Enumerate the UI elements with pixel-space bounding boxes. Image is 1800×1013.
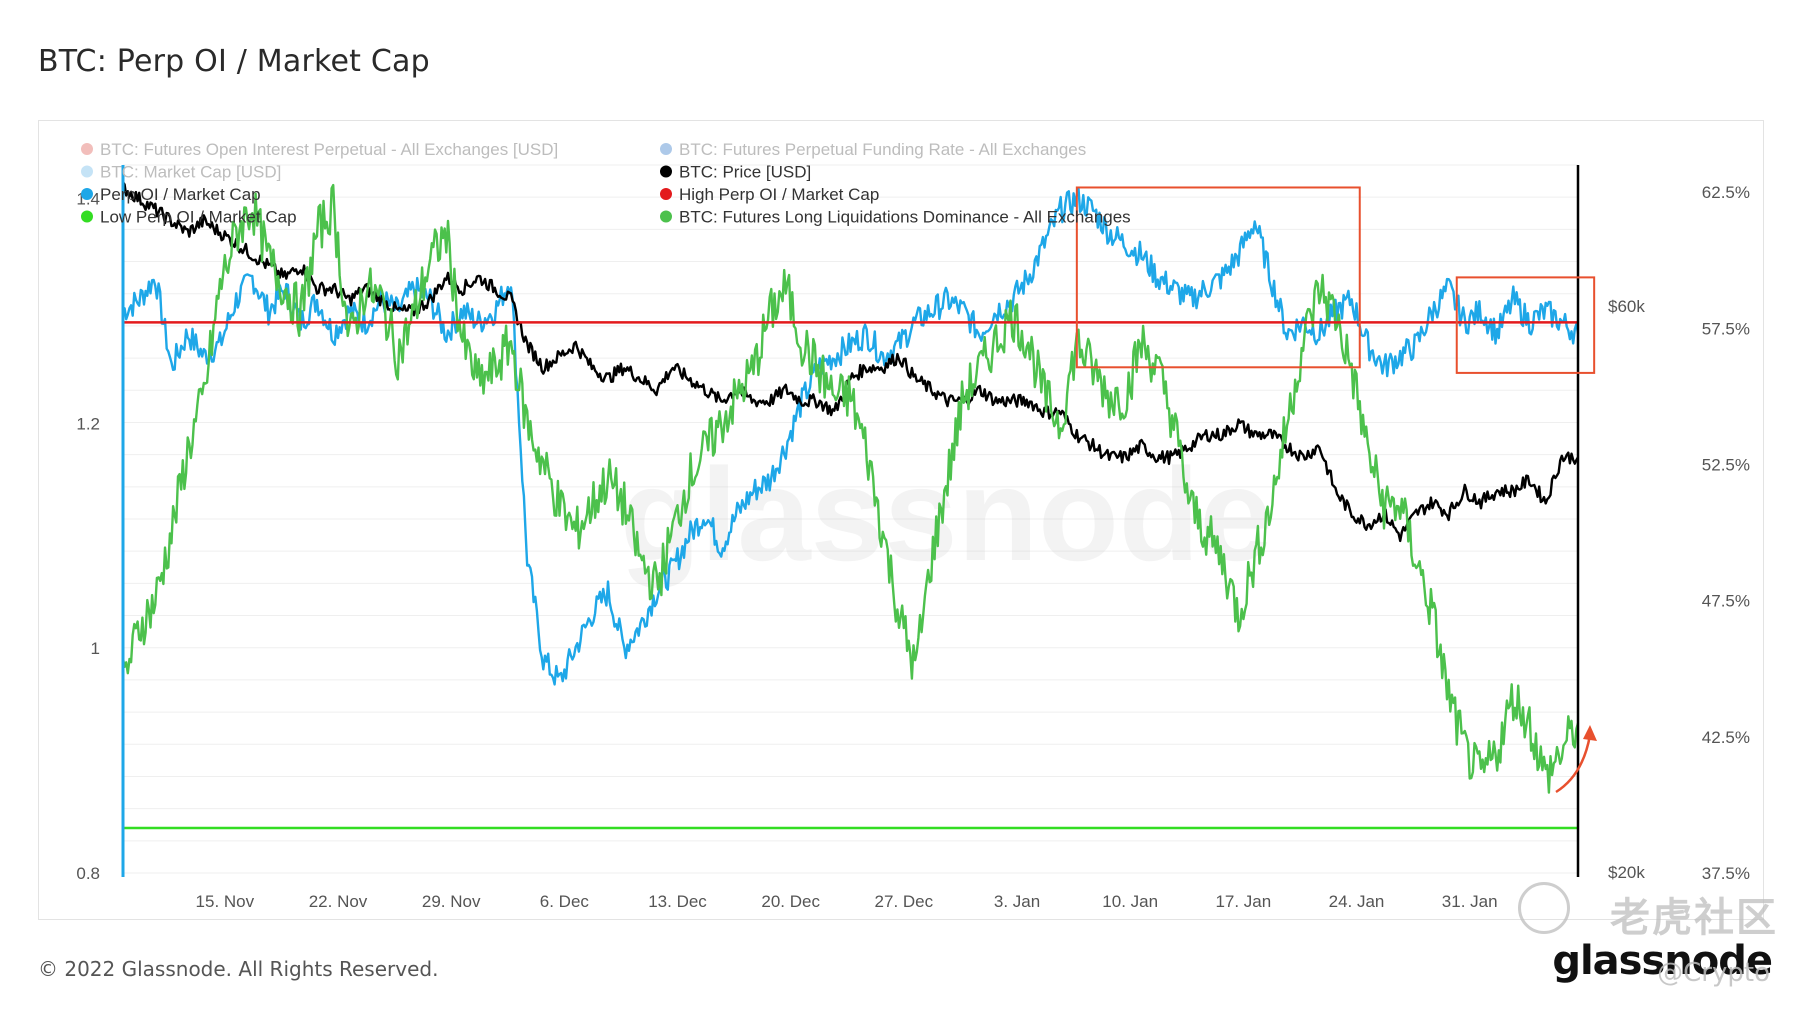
annotation-layer (1075, 186, 1597, 794)
y-right-tick-label: 62.5% (1702, 183, 1750, 202)
series-line (121, 183, 1580, 794)
legend-label: BTC: Futures Open Interest Perpetual - A… (100, 140, 558, 159)
y-right-tick-label: 37.5% (1702, 864, 1750, 883)
x-tick-label: 3. Jan (994, 892, 1040, 911)
x-tick-label: 24. Jan (1329, 892, 1385, 911)
y-left-tick-label: 1.2 (76, 414, 100, 433)
legend-marker (660, 188, 672, 200)
y-left-tick-label: 0.8 (76, 864, 100, 883)
legend-marker (660, 143, 672, 155)
series-line (121, 181, 1580, 543)
legend-marker (81, 210, 93, 223)
annotation-box (1075, 186, 1361, 369)
legend-label: High Perp OI / Market Cap (679, 185, 879, 204)
x-tick-label: 13. Dec (648, 892, 707, 911)
x-tick-label: 10. Jan (1102, 892, 1158, 911)
legend-label: BTC: Price [USD] (679, 163, 811, 182)
series-layer (121, 181, 1580, 794)
page-title: BTC: Perp OI / Market Cap (38, 44, 430, 79)
legend-marker (660, 210, 672, 223)
corner-handle: @Crypto (1657, 958, 1770, 988)
annotation-arrow (1555, 734, 1592, 794)
grid-layer (123, 164, 1578, 874)
legend-label: Low Perp OI / Market Cap (100, 208, 297, 227)
legend-marker (660, 165, 672, 178)
x-tick-label: 20. Dec (761, 892, 820, 911)
x-tick-label: 6. Dec (540, 892, 590, 911)
x-tick-label: 29. Nov (422, 892, 481, 911)
corner-watermark-icon (1518, 882, 1570, 934)
y-left-tick-label: 1 (91, 639, 100, 658)
legend-label: BTC: Futures Perpetual Funding Rate - Al… (679, 140, 1086, 159)
axis-layer: 1.41.210.862.5%57.5%52.5%47.5%42.5%37.5%… (76, 183, 1750, 911)
y-price-tick-label: $60k (1608, 297, 1645, 316)
corner-watermark: 老虎社区 (1610, 895, 1778, 941)
x-tick-label: 27. Dec (875, 892, 934, 911)
y-right-tick-label: 52.5% (1702, 456, 1750, 475)
x-tick-label: 31. Jan (1442, 892, 1498, 911)
x-tick-label: 22. Nov (309, 892, 368, 911)
y-right-tick-label: 42.5% (1702, 728, 1750, 747)
annotation-arrow-head (1583, 725, 1597, 741)
legend-label: BTC: Futures Long Liquidations Dominance… (679, 208, 1131, 227)
legend-marker (81, 188, 93, 200)
legend-layer: BTC: Futures Open Interest Perpetual - A… (81, 140, 1131, 227)
legend-marker (81, 165, 93, 178)
chart-frame (38, 120, 1764, 920)
y-price-tick-label: $20k (1608, 863, 1645, 882)
threshold-layer (121, 165, 1580, 877)
annotation-box (1455, 276, 1596, 374)
legend-label: Perp OI / Market Cap (100, 185, 261, 204)
legend-marker (81, 143, 93, 155)
legend-label: BTC: Market Cap [USD] (100, 163, 281, 182)
x-tick-label: 15. Nov (196, 892, 255, 911)
x-tick-label: 17. Jan (1215, 892, 1271, 911)
y-right-tick-label: 57.5% (1702, 319, 1750, 338)
chart-watermark: glassnode (620, 441, 1273, 588)
brand-logo: glassnode (1552, 938, 1773, 984)
copyright-text: © 2022 Glassnode. All Rights Reserved. (38, 957, 439, 981)
y-right-tick-label: 47.5% (1702, 592, 1750, 611)
series-line (121, 187, 1580, 686)
